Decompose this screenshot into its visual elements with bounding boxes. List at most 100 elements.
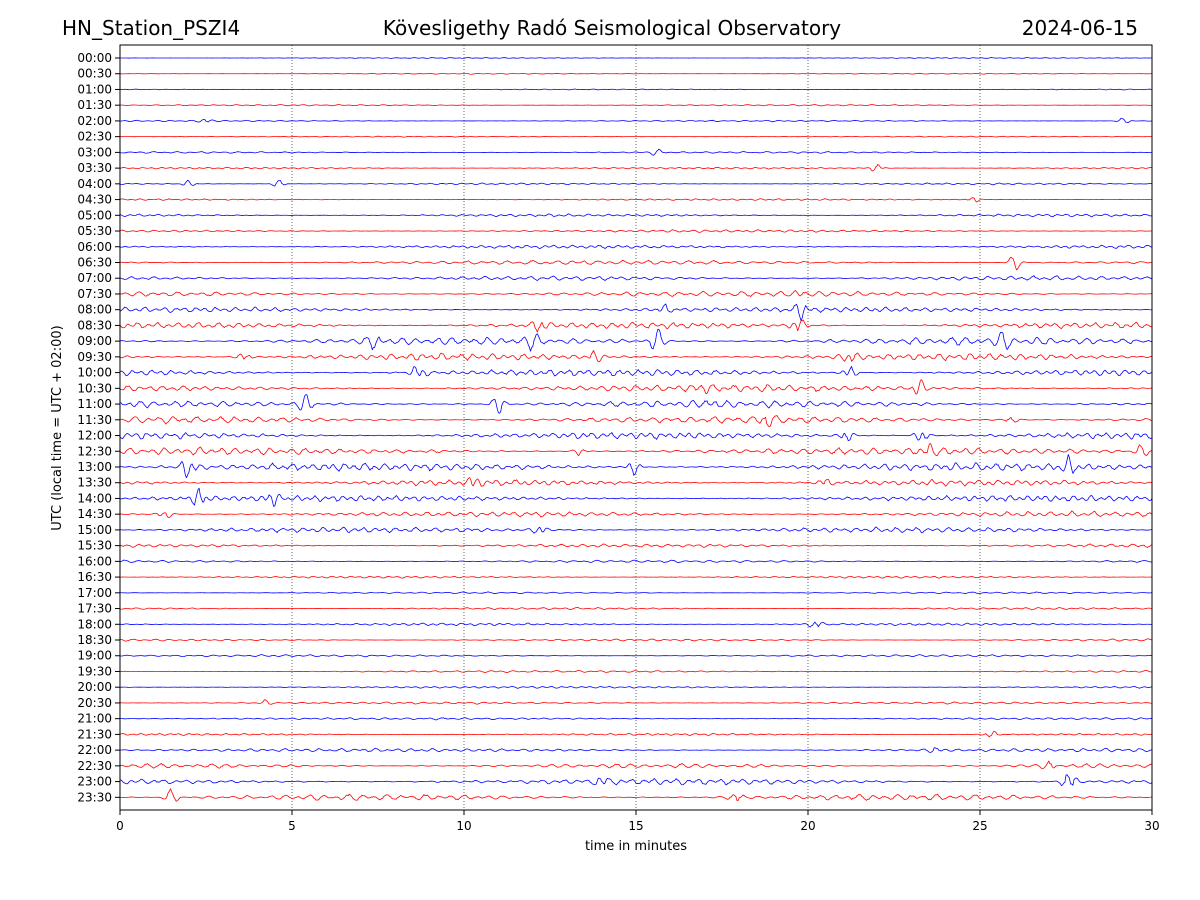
y-tick-label: 04:00 — [77, 177, 112, 191]
trace-row-2200 — [119, 747, 1153, 753]
y-tick-label: 01:30 — [77, 98, 112, 112]
x-tick-label: 20 — [800, 819, 815, 833]
trace-row-1330 — [119, 477, 1152, 487]
y-tick-label: 05:30 — [77, 224, 112, 238]
trace-row-2100 — [119, 717, 1153, 721]
x-tick-label: 10 — [456, 819, 471, 833]
y-tick-label: 12:30 — [77, 444, 112, 458]
y-tick-label: 03:00 — [77, 145, 112, 159]
trace-row-2300 — [119, 774, 1153, 787]
trace-row-1130 — [119, 415, 1153, 427]
y-tick-label: 19:00 — [77, 649, 112, 663]
x-ticks: 0 5 10 15 20 25 30 — [116, 810, 1160, 833]
y-tick-label: 22:30 — [77, 759, 112, 773]
x-tick-label: 30 — [1144, 819, 1159, 833]
y-tick-label: 03:30 — [77, 161, 112, 175]
y-tick-label: 13:00 — [77, 460, 112, 474]
trace-row-1300 — [119, 454, 1153, 479]
y-tick-label: 08:00 — [77, 303, 112, 317]
y-tick-label: 00:30 — [77, 67, 112, 81]
y-tick-label: 16:30 — [77, 570, 112, 584]
y-tick-label: 10:00 — [77, 366, 112, 380]
trace-row-0800 — [119, 303, 1153, 322]
x-tick-label: 5 — [288, 819, 296, 833]
y-tick-label: 21:30 — [77, 727, 112, 741]
y-tick-label: 14:30 — [77, 507, 112, 521]
y-tick-label: 08:30 — [77, 318, 112, 332]
y-tick-label: 02:30 — [77, 130, 112, 144]
trace-row-1730 — [119, 607, 1153, 611]
trace-row-2330 — [119, 788, 1153, 802]
y-tick-label: 17:30 — [77, 602, 112, 616]
y-tick-label: 20:30 — [77, 696, 112, 710]
x-tick-label: 0 — [116, 819, 124, 833]
trace-row-1800 — [119, 621, 1153, 628]
trace-rows — [119, 57, 1153, 802]
y-tick-label: 22:00 — [77, 743, 112, 757]
trace-row-0400 — [119, 179, 1153, 187]
trace-row-1630 — [119, 575, 1153, 579]
trace-row-0930 — [119, 350, 1153, 363]
y-tick-label: 17:00 — [77, 586, 112, 600]
y-tick-label: 13:30 — [77, 476, 112, 490]
y-tick-label: 12:00 — [77, 429, 112, 443]
trace-row-1430 — [119, 510, 1153, 518]
x-tick-label: 25 — [972, 819, 987, 833]
y-tick-label: 21:00 — [77, 712, 112, 726]
trace-row-0630 — [119, 256, 1153, 271]
y-tick-label: 18:30 — [77, 633, 112, 647]
y-tick-label: 01:00 — [77, 82, 112, 96]
y-tick-label: 07:30 — [77, 287, 112, 301]
trace-row-0430 — [119, 197, 1153, 203]
trace-row-1700 — [119, 591, 1153, 595]
y-tick-label: 06:00 — [77, 240, 112, 254]
y-tick-label: 11:00 — [77, 397, 112, 411]
trace-row-1000 — [119, 366, 1153, 377]
y-tick-label: 23:00 — [77, 775, 112, 789]
date-title: 2024-06-15 — [1022, 16, 1138, 40]
trace-row-1200 — [119, 432, 1153, 441]
trace-row-1900 — [120, 654, 1153, 658]
y-tick-label: 09:30 — [77, 350, 112, 364]
trace-row-2130 — [119, 730, 1153, 738]
y-tick-label: 10:30 — [77, 381, 112, 395]
trace-row-0730 — [119, 289, 1153, 297]
y-axis-label: UTC (local time = UTC + 02:00) — [50, 325, 65, 530]
y-tick-label: 23:30 — [77, 790, 112, 804]
y-tick-label: 06:30 — [77, 255, 112, 269]
trace-row-0500 — [119, 213, 1153, 218]
y-tick-label: 15:30 — [77, 539, 112, 553]
y-tick-label: 09:00 — [77, 334, 112, 348]
trace-row-0230 — [119, 135, 1153, 138]
trace-row-0300 — [119, 148, 1153, 156]
trace-row-0900 — [119, 328, 1153, 352]
trace-row-1500 — [119, 526, 1153, 534]
trace-row-0830 — [119, 319, 1153, 333]
x-axis-label: time in minutes — [585, 839, 687, 854]
trace-row-2030 — [119, 699, 1153, 705]
trace-row-1830 — [119, 638, 1153, 642]
y-tick-label: 20:00 — [77, 680, 112, 694]
y-tick-label: 07:00 — [77, 271, 112, 285]
trace-row-2000 — [119, 685, 1153, 689]
station-title: HN_Station_PSZI4 — [62, 16, 240, 40]
y-tick-label: 16:00 — [77, 554, 112, 568]
x-tick-label: 15 — [628, 819, 643, 833]
vertical-gridlines — [291, 45, 981, 810]
observatory-title: Kövesligethy Radó Seismological Observat… — [383, 16, 841, 40]
trace-row-0700 — [119, 275, 1153, 281]
y-tick-label: 14:00 — [77, 491, 112, 505]
trace-row-0100 — [119, 88, 1153, 91]
y-tick-label: 19:30 — [77, 664, 112, 678]
trace-row-0530 — [119, 229, 1153, 233]
trace-row-1930 — [119, 669, 1153, 673]
trace-row-1530 — [119, 543, 1153, 548]
trace-row-1600 — [119, 559, 1153, 564]
y-tick-label: 05:00 — [77, 208, 112, 222]
y-tick-label: 00:00 — [77, 51, 112, 65]
trace-row-1030 — [119, 379, 1153, 395]
trace-row-1400 — [119, 487, 1153, 507]
y-tick-label: 02:00 — [77, 114, 112, 128]
